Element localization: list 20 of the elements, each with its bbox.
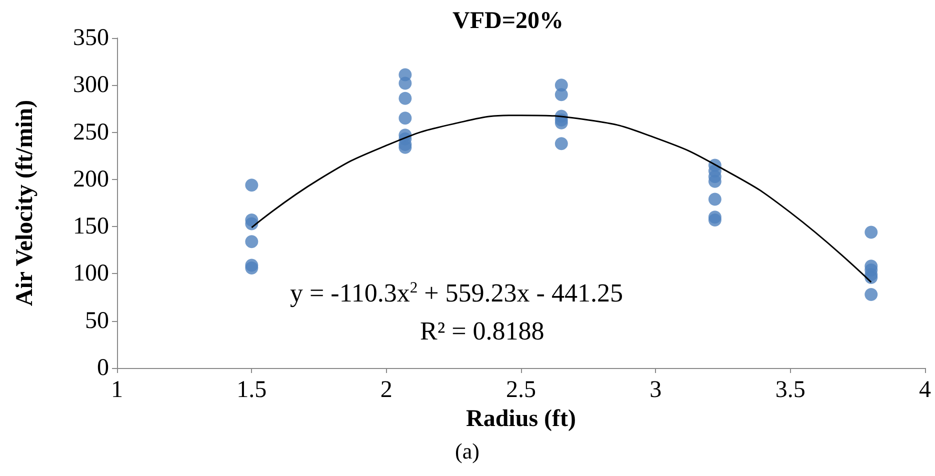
x-tick-label: 3	[650, 377, 662, 403]
y-tick-label: 300	[73, 72, 109, 98]
x-tick-label: 3.5	[775, 377, 806, 403]
y-tick-label: 250	[73, 119, 109, 146]
annotation: R² = 0.8188	[420, 316, 544, 346]
x-tick-label: 1	[111, 377, 123, 403]
y-tick-label: 350	[73, 25, 109, 51]
x-axis-title: Radius (ft)	[466, 406, 576, 432]
x-tick-label: 4	[919, 377, 931, 403]
chart-title: VFD=20%	[452, 8, 564, 34]
y-tick-label: 150	[73, 214, 109, 240]
y-tick-label: 0	[97, 355, 109, 381]
text: (a)	[455, 438, 480, 464]
y-tick-label: 50	[85, 308, 109, 334]
y-tick-label: 200	[73, 166, 109, 192]
x-tick-label: 1.5	[236, 377, 267, 403]
y-axis-title: Air Velocity (ft/min)	[12, 100, 38, 306]
x-tick-label: 2.5	[506, 377, 536, 403]
x-tick-label: 2	[380, 377, 392, 403]
y-tick-label: 100	[73, 260, 109, 287]
